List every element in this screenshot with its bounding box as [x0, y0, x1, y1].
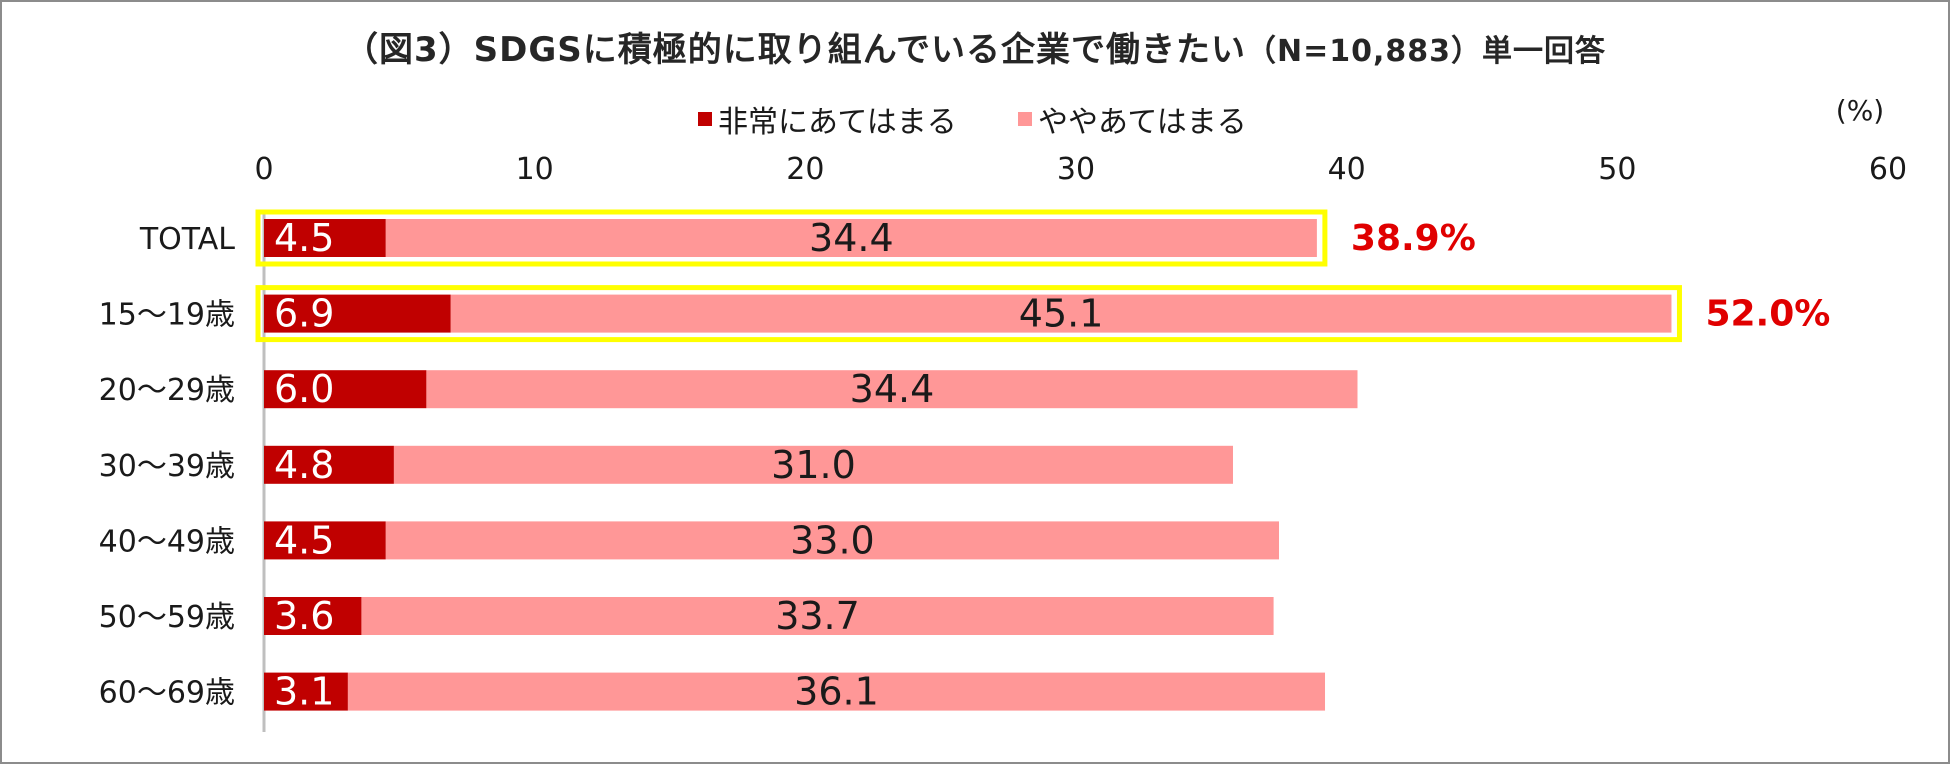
category-label: 60～69歳 [99, 676, 235, 711]
chart-title: （図3）SDGSに積極的に取り組んでいる企業で働きたい（N=10,883）単一回… [0, 22, 1950, 71]
highlight-box [255, 209, 1328, 267]
category-label: 40～49歳 [99, 524, 235, 559]
x-tick-label: 50 [1598, 152, 1636, 187]
category-label: 50～59歳 [99, 600, 235, 635]
legend-swatch-2 [1018, 112, 1032, 126]
data-label: 34.4 [850, 367, 935, 411]
x-tick-label: 20 [786, 152, 824, 187]
legend-label-1: 非常にあてはまる [718, 105, 957, 140]
bar-segment-2 [385, 219, 1317, 257]
x-tick-label: 60 [1869, 152, 1907, 187]
bar-segment-2 [426, 370, 1358, 409]
data-label: 31.0 [771, 443, 856, 487]
x-tick-label: 40 [1328, 152, 1366, 187]
data-label: 36.1 [794, 670, 879, 714]
data-label: 33.0 [790, 518, 875, 562]
data-label: 6.9 [274, 292, 334, 336]
data-label: 45.1 [1019, 292, 1104, 336]
category-label: 20～29歳 [99, 373, 235, 408]
bar-segment-1 [264, 521, 386, 560]
legend-label-2: ややあてはまる [1038, 105, 1247, 140]
data-label: 4.5 [274, 518, 334, 562]
total-label: 52.0% [1705, 294, 1830, 335]
bar-segment-2 [385, 521, 1279, 560]
bar-segment-1 [264, 294, 451, 333]
bar-segment-1 [264, 672, 348, 711]
x-tick-label: 30 [1057, 152, 1095, 187]
bar-segment-2 [347, 672, 1326, 711]
bar-segment-1 [264, 445, 394, 484]
data-label: 3.1 [274, 670, 334, 714]
category-label: TOTAL [139, 222, 235, 257]
bar-segment-1 [264, 370, 427, 409]
unit-label: (%) [1836, 94, 1884, 127]
category-label: 15～19歳 [99, 298, 235, 333]
data-label: 3.6 [274, 594, 334, 638]
data-label: 34.4 [809, 216, 894, 260]
data-label: 6.0 [274, 367, 334, 411]
data-label: 4.5 [274, 216, 334, 260]
total-label: 38.9% [1351, 218, 1476, 259]
bar-segment-2 [393, 445, 1233, 484]
chart-title-main: （図3）SDGSに積極的に取り組んでいる企業で働きたい [343, 30, 1247, 70]
data-label: 4.8 [274, 443, 334, 487]
bar-segment-2 [361, 597, 1274, 635]
legend-swatch-1 [698, 112, 712, 126]
highlight-box [255, 285, 1682, 343]
data-label: 33.7 [775, 594, 860, 638]
category-label: 30～39歳 [99, 449, 235, 484]
x-tick-label: 10 [516, 152, 554, 187]
bar-segment-1 [264, 219, 386, 257]
bar-segment-2 [450, 294, 1672, 333]
bar-segment-1 [264, 597, 362, 635]
x-tick-label: 0 [254, 152, 273, 187]
chart-title-sample-size: （N=10,883） [1246, 34, 1483, 69]
chart-title-answer-type: 単一回答 [1482, 34, 1607, 69]
